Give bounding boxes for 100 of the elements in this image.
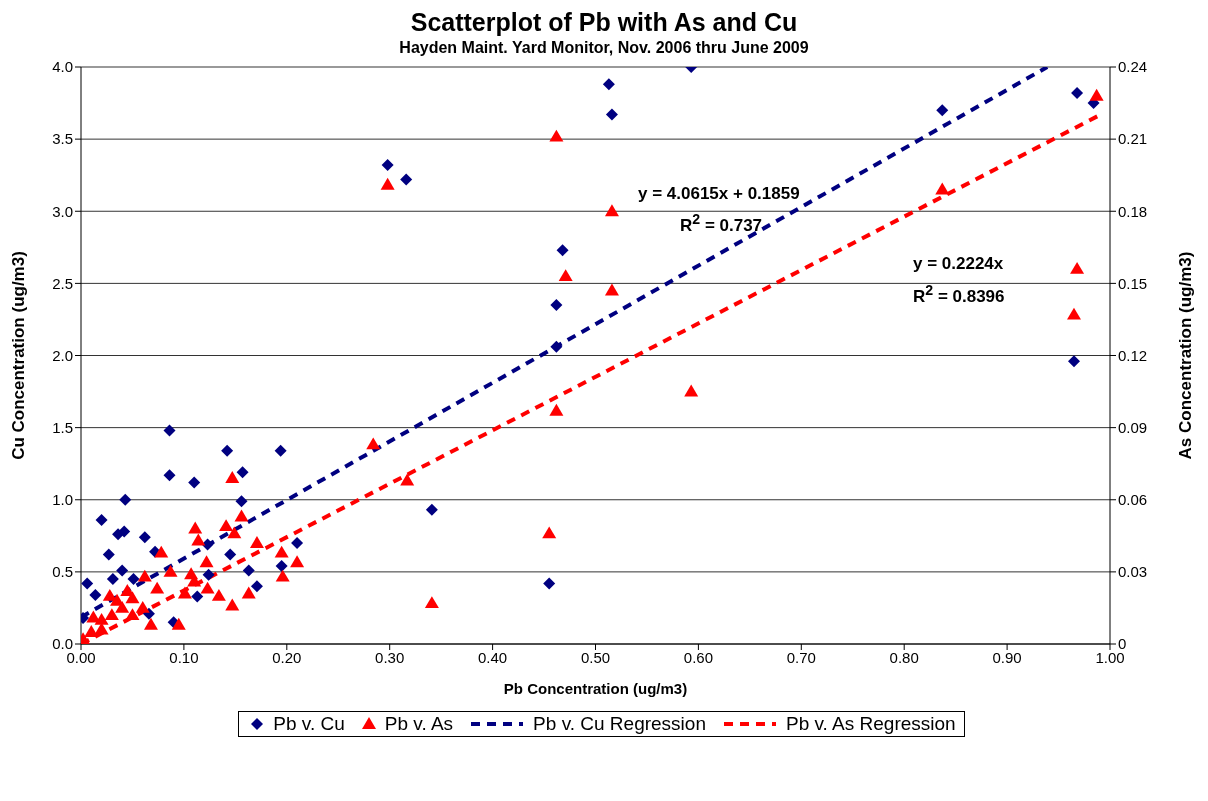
point [605, 108, 618, 121]
point [125, 608, 140, 621]
point [171, 617, 186, 630]
point [127, 573, 140, 586]
y2-tick-label: 0.06 [1118, 491, 1148, 509]
point [177, 586, 192, 599]
y-tick-label: 4.0 [52, 58, 73, 76]
point [202, 568, 215, 581]
point [381, 159, 394, 172]
y2-axis-title: As Concentration (ug/m3) [1176, 251, 1196, 460]
legend-label: Pb v. As Regression [785, 713, 956, 735]
y2-tick-label: 0.24 [1118, 58, 1148, 76]
point [81, 577, 94, 590]
point [221, 444, 234, 457]
point [249, 536, 264, 548]
chart-title: Scatterplot of Pb with As and Cu [409, 8, 799, 37]
point [425, 503, 438, 516]
annotation: y = 4.0615x + 0.1859 [638, 184, 800, 204]
y2-tick-label: 0.15 [1118, 274, 1148, 292]
legend-label: Pb v. Cu [273, 713, 345, 735]
point [400, 473, 415, 486]
y2-tick-label: 0.03 [1118, 563, 1148, 581]
point [138, 531, 151, 544]
point [275, 569, 290, 582]
point [542, 526, 557, 539]
y-tick-label: 1.0 [52, 491, 73, 509]
point [102, 588, 117, 601]
point [604, 283, 619, 296]
point [191, 590, 204, 603]
point [225, 598, 240, 611]
point [219, 519, 234, 532]
point [119, 493, 132, 506]
x-tick-label: 0.50 [580, 648, 611, 666]
point [143, 617, 158, 630]
point [106, 573, 119, 586]
point [95, 513, 108, 526]
legend-label: Pb v. Cu Regression [533, 713, 706, 735]
point [118, 525, 131, 538]
point [135, 600, 150, 613]
point [150, 581, 165, 594]
point [275, 560, 288, 573]
x-tick-label: 0.10 [169, 648, 199, 666]
point [225, 471, 240, 484]
chart-subtitle: Hayden Maint. Yard Monitor, Nov. 2006 thru June 2009 [398, 39, 810, 57]
point [94, 612, 109, 625]
point [935, 182, 950, 195]
point [556, 244, 569, 257]
point [89, 588, 102, 601]
point [188, 521, 203, 534]
point [936, 104, 949, 117]
point [137, 569, 152, 582]
y-tick-label: 0.5 [52, 563, 73, 581]
x-tick-label: 0.20 [272, 648, 302, 666]
point [1089, 88, 1104, 101]
point [290, 555, 305, 568]
y2-tick-label: 0.21 [1118, 130, 1148, 148]
point [224, 548, 237, 561]
legend-label: Pb v. As [384, 713, 454, 735]
point [163, 424, 176, 437]
point [154, 545, 169, 558]
point [250, 580, 263, 593]
y-tick-label: 3.5 [52, 130, 73, 148]
point [234, 509, 249, 522]
x-tick-label: 0.70 [786, 648, 816, 666]
point [380, 177, 395, 190]
point [199, 555, 214, 568]
point [558, 269, 573, 282]
point [163, 564, 178, 577]
point [200, 581, 215, 594]
point [163, 469, 176, 482]
x-tick-label: 0.90 [992, 648, 1022, 666]
point [102, 548, 115, 561]
point [104, 608, 119, 621]
y-tick-label: 2.0 [52, 346, 73, 364]
point [1067, 355, 1080, 368]
point [684, 384, 699, 397]
x-tick-label: 0.40 [478, 648, 508, 666]
point [424, 596, 439, 609]
point [242, 564, 255, 577]
y-tick-label: 2.5 [52, 274, 73, 292]
point [543, 577, 556, 590]
point [400, 173, 413, 186]
point [274, 444, 287, 457]
point [227, 526, 242, 539]
annotation: y = 0.2224x [913, 254, 1004, 274]
point [604, 204, 619, 217]
point [1071, 86, 1084, 99]
point [274, 545, 289, 558]
x-tick-label: 0.30 [375, 648, 405, 666]
annotation: R$^{2}$ = 0.8396 [913, 282, 1005, 307]
x-tick-label: 0.60 [683, 648, 713, 666]
point [191, 533, 206, 546]
point [211, 588, 226, 601]
y-tick-label: 1.5 [52, 418, 73, 436]
point [549, 403, 564, 416]
point [94, 622, 109, 635]
y-axis-title: Cu Concentration (ug/m3) [9, 251, 29, 460]
annotation: R$^{2}$ = 0.737 [680, 211, 763, 236]
y-tick-label: 3.0 [52, 202, 73, 220]
point [1070, 261, 1085, 274]
